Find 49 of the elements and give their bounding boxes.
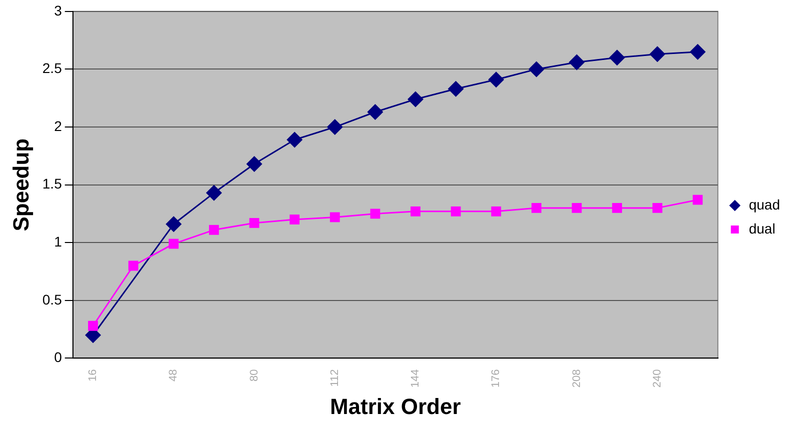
x-tick-label: 48 [168,369,180,382]
point [690,44,706,60]
legend-label: quad [748,196,780,212]
y-tick-label: 0 [54,349,62,366]
point [326,119,343,136]
x-tick-label: 144 [410,369,422,388]
y-tick-label: 0.5 [42,291,62,308]
point [528,61,544,78]
x-axis-title: Matrix Order [330,394,462,419]
y-axis-title: Speedup [8,138,34,232]
point [532,202,542,213]
point [370,208,380,219]
point [609,50,626,66]
point [206,184,222,201]
point [572,202,582,213]
point [128,260,138,271]
point [692,194,703,205]
point [652,202,662,213]
x-tick-label: 80 [248,369,260,382]
y-tick-label: 1.5 [42,176,62,192]
point [410,206,420,216]
y-tick-label: 2.5 [42,60,62,76]
point [166,216,182,232]
point [367,104,384,120]
x-tick-label: 16 [87,369,100,382]
y-tick-label: 3 [54,2,62,18]
legend-label: dual [748,220,776,236]
point [491,206,502,216]
x-tick-label: 208 [570,369,583,388]
point [448,80,464,97]
point [488,72,504,88]
y-tick-label: 2 [54,118,62,134]
point [568,54,585,70]
point [88,320,98,331]
y-tick-label: 1 [54,233,62,250]
point [290,214,300,224]
point [649,46,666,62]
x-tick-label: 176 [490,369,502,388]
point [168,238,179,249]
x-tick-label: 240 [651,369,664,388]
point [249,218,260,228]
point [209,224,219,235]
point [408,91,424,108]
point [246,156,262,172]
point [450,206,461,216]
point [330,212,340,222]
point [286,132,303,148]
point [612,202,622,213]
x-tick-label: 112 [328,369,341,387]
